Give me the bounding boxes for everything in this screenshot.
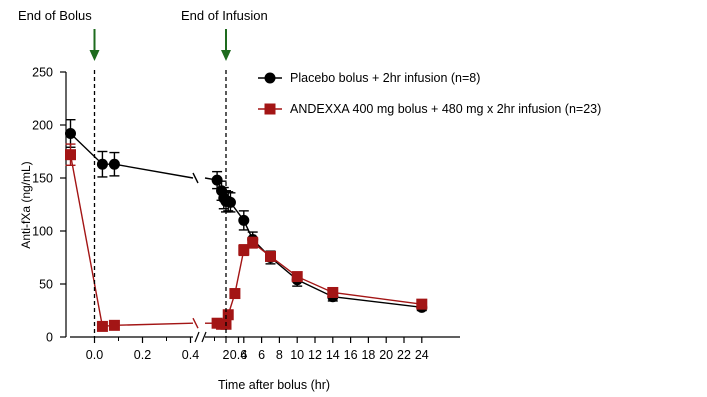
series-break-mark xyxy=(192,317,199,329)
x-tick-label-right: 12 xyxy=(308,348,322,362)
data-point xyxy=(247,237,259,249)
x-tick-label-right: 24 xyxy=(415,348,429,362)
x-tick-label-right: 2 xyxy=(223,348,230,362)
series-andexxa xyxy=(65,143,428,332)
end-of-bolus-label: End of Bolus xyxy=(18,8,92,23)
y-tick-label: 100 xyxy=(32,225,53,239)
y-tick-label: 50 xyxy=(39,278,53,292)
data-point xyxy=(224,196,236,208)
data-point xyxy=(65,127,76,139)
data-point xyxy=(96,158,108,170)
data-point xyxy=(229,288,241,300)
data-point xyxy=(238,244,250,256)
legend-label-placebo: Placebo bolus + 2hr infusion (n=8) xyxy=(290,71,480,85)
x-tick-label-right: 8 xyxy=(276,348,283,362)
y-tick-label: 150 xyxy=(32,172,53,186)
data-point xyxy=(416,298,428,310)
data-point xyxy=(222,309,234,321)
series-break-line xyxy=(114,322,194,327)
legend: Placebo bolus + 2hr infusion (n=8) ANDEX… xyxy=(258,71,601,116)
x-tick-label-right: 6 xyxy=(258,348,265,362)
end-of-bolus-arrow-head xyxy=(89,50,100,61)
y-tick-label: 0 xyxy=(46,331,53,345)
x-tick-label-left: 0.6 xyxy=(230,348,247,362)
data-point xyxy=(96,320,108,332)
x-tick-label-right: 16 xyxy=(344,348,358,362)
series-line xyxy=(69,154,115,328)
x-tick-label-right: 20 xyxy=(379,348,393,362)
legend-marker xyxy=(264,103,276,115)
x-tick-label-left: 0.4 xyxy=(182,348,199,362)
data-point xyxy=(265,250,276,262)
annotations: End of Bolus End of Infusion xyxy=(18,8,268,337)
x-tick-label-right: 14 xyxy=(326,348,340,362)
end-of-infusion-label: End of Infusion xyxy=(181,8,268,23)
end-of-infusion-arrow-head xyxy=(221,50,231,61)
series-layer xyxy=(65,118,428,332)
axis-break-mark xyxy=(201,331,207,343)
x-tick-label-left: 0.2 xyxy=(134,348,151,362)
series-line xyxy=(70,132,115,165)
data-point xyxy=(211,174,223,186)
data-point xyxy=(108,158,120,170)
x-tick-label-left: 0.0 xyxy=(86,348,103,362)
y-axis-label: Anti-fXa (ng/mL) xyxy=(19,161,33,248)
x-tick-label-right: 10 xyxy=(290,348,304,362)
data-point xyxy=(291,271,303,283)
x-tick-label-right: 22 xyxy=(397,348,411,362)
data-point xyxy=(108,319,120,331)
data-point xyxy=(327,286,339,298)
series-break-mark xyxy=(192,172,199,184)
legend-marker xyxy=(264,72,276,84)
legend-label-andexxa: ANDEXXA 400 mg bolus + 480 mg x 2hr infu… xyxy=(290,102,601,116)
x-tick-label-right: 18 xyxy=(361,348,375,362)
axis-break-mark xyxy=(194,331,200,343)
data-point xyxy=(238,214,250,226)
series-break-line xyxy=(114,163,194,179)
x-axis-label: Time after bolus (hr) xyxy=(218,378,330,392)
series-placebo xyxy=(65,118,428,313)
y-tick-label: 250 xyxy=(32,66,53,80)
data-point xyxy=(65,149,76,161)
x-tick-label-right: 4 xyxy=(240,348,247,362)
y-tick-label: 200 xyxy=(32,119,53,133)
